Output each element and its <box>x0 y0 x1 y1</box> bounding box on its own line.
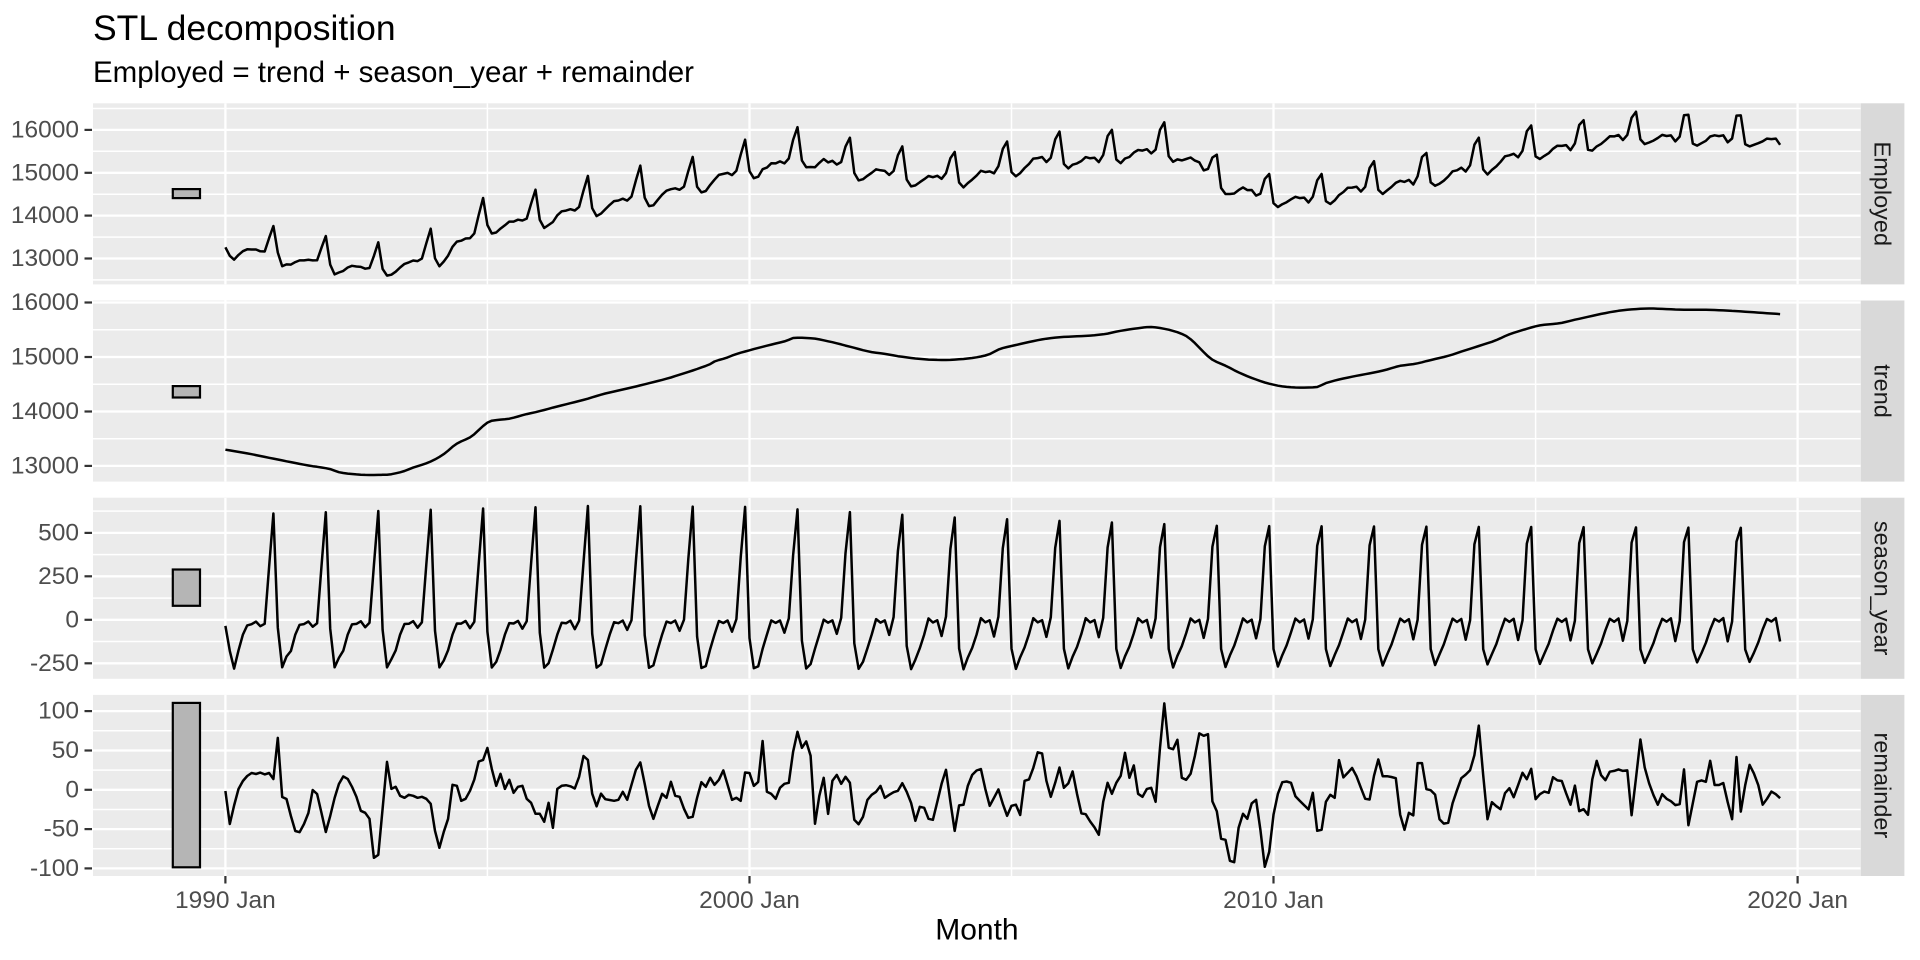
svg-text:50: 50 <box>52 737 79 764</box>
svg-text:250: 250 <box>38 563 79 590</box>
svg-text:15000: 15000 <box>11 344 79 371</box>
svg-text:13000: 13000 <box>11 245 79 272</box>
svg-text:0: 0 <box>65 776 79 803</box>
svg-text:2020 Jan: 2020 Jan <box>1747 887 1848 914</box>
svg-text:1990 Jan: 1990 Jan <box>175 887 276 914</box>
svg-text:500: 500 <box>38 519 79 546</box>
svg-text:2000 Jan: 2000 Jan <box>699 887 800 914</box>
svg-text:-50: -50 <box>44 816 79 843</box>
svg-text:remainder: remainder <box>1870 733 1896 839</box>
svg-text:13000: 13000 <box>11 452 79 479</box>
svg-text:STL decomposition: STL decomposition <box>93 8 396 48</box>
svg-text:trend: trend <box>1870 364 1896 418</box>
svg-text:Month: Month <box>935 914 1018 947</box>
svg-text:16000: 16000 <box>11 116 79 143</box>
svg-text:14000: 14000 <box>11 398 79 425</box>
svg-text:Employed = trend + season_year: Employed = trend + season_year + remaind… <box>93 56 694 89</box>
svg-text:Employed: Employed <box>1870 142 1896 247</box>
svg-text:16000: 16000 <box>11 289 79 316</box>
svg-text:100: 100 <box>38 698 79 725</box>
svg-text:0: 0 <box>65 606 79 633</box>
svg-text:14000: 14000 <box>11 202 79 229</box>
svg-text:-100: -100 <box>30 855 79 882</box>
svg-text:2010 Jan: 2010 Jan <box>1223 887 1324 914</box>
svg-text:15000: 15000 <box>11 159 79 186</box>
svg-text:season_year: season_year <box>1870 521 1896 656</box>
svg-text:-250: -250 <box>30 650 79 677</box>
